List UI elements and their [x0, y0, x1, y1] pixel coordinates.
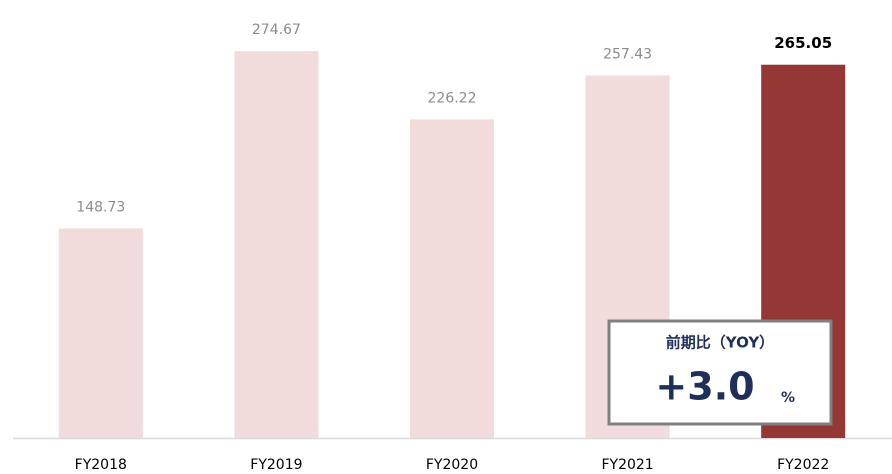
yoy-unit: % [781, 390, 795, 406]
value-label: 257.43 [603, 46, 652, 62]
value-label: 274.67 [252, 22, 301, 38]
value-label: 226.22 [428, 90, 477, 106]
x-tick-label: FY2018 [75, 457, 127, 473]
bar [234, 51, 319, 439]
bar [58, 228, 143, 438]
x-tick-label: FY2021 [601, 457, 653, 473]
x-tick-label: FY2019 [250, 457, 302, 473]
yoy-label: 前期比（YOY） [666, 334, 774, 352]
yoy-value: +3.0 [655, 365, 754, 409]
bar [410, 119, 494, 439]
x-tick-label: FY2022 [777, 457, 829, 473]
value-label: 148.73 [76, 200, 125, 216]
x-tick-label: FY2020 [426, 457, 478, 473]
value-label: 265.05 [774, 34, 832, 52]
yoy-box [607, 319, 833, 426]
